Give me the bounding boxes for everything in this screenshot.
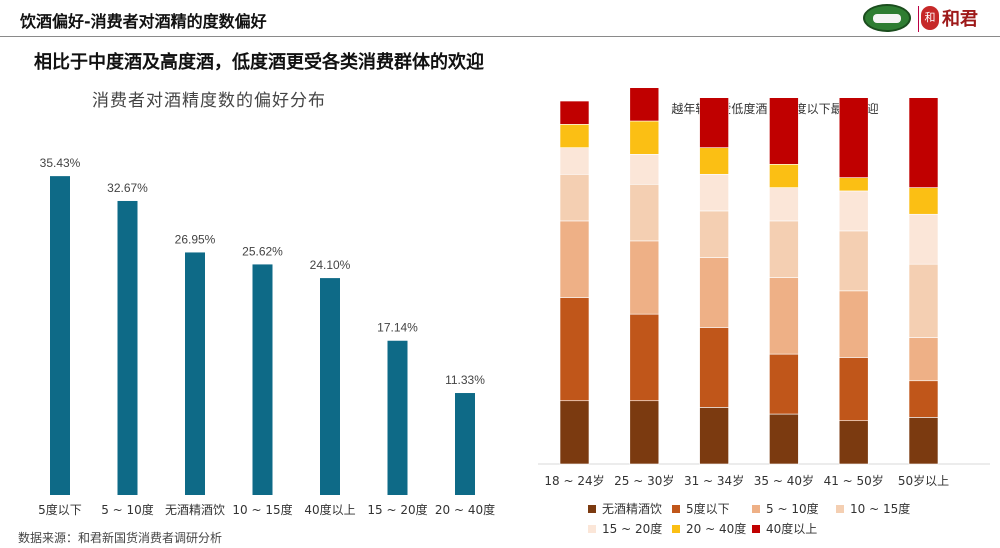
stack-segment	[838, 420, 869, 465]
bar-value-label: 26.95%	[175, 232, 216, 246]
stack-segment	[769, 187, 799, 222]
stack-segment	[769, 97, 799, 165]
bar-6	[387, 340, 408, 495]
x-tick-label: 50岁以上	[898, 473, 949, 488]
legend-swatch	[672, 505, 680, 513]
hejun-logo-text: 和君	[942, 9, 978, 30]
bar-value-label: 17.14%	[377, 321, 418, 335]
page-subtitle: 相比于中度酒及高度酒，低度酒更受各类消费群体的欢迎	[34, 52, 484, 73]
stack-segment	[629, 313, 660, 402]
stack-segment	[908, 337, 939, 382]
stack-segment	[838, 177, 869, 192]
legend-label: 40度以上	[766, 521, 817, 536]
stack-segment	[769, 277, 799, 355]
stack-segment	[908, 417, 939, 465]
x-tick-label: 18 ~ 24岁	[544, 473, 604, 488]
x-tick-label: 25 ~ 30岁	[614, 473, 674, 488]
legend-label: 5 ~ 10度	[766, 501, 819, 516]
bar-7	[455, 393, 475, 495]
stack-segment	[559, 147, 590, 175]
legend-label: 20 ~ 40度	[686, 521, 746, 536]
header-title: 饮酒偏好-消费者对酒精的度数偏好	[20, 12, 267, 31]
stack-segment	[838, 357, 869, 422]
stack-segment	[908, 187, 939, 215]
bar-value-label: 25.62%	[242, 244, 283, 258]
stack-segment	[699, 97, 729, 148]
hejun-seal-icon: 和	[921, 6, 939, 30]
legend-swatch	[752, 525, 760, 533]
stack-segment	[838, 97, 869, 178]
stack-segment	[838, 290, 869, 358]
x-tick-label: 15 ~ 20度	[367, 502, 427, 517]
legend-swatch	[752, 505, 760, 513]
stack-segment	[629, 87, 660, 122]
bar-4	[252, 264, 273, 495]
stack-segment	[908, 263, 939, 338]
x-tick-label: 20 ~ 40度	[435, 502, 495, 517]
bar-5	[320, 278, 340, 495]
stack-segment	[629, 154, 660, 185]
stack-segment	[559, 400, 590, 465]
stack-segment	[838, 230, 869, 292]
x-tick-label: 31 ~ 34岁	[684, 473, 744, 488]
stack-segment	[908, 97, 939, 188]
stack-segment	[908, 380, 939, 418]
stack-segment	[769, 164, 799, 188]
bar-1	[50, 176, 70, 495]
x-tick-label: 5 ~ 10度	[101, 502, 154, 517]
x-tick-label: 10 ~ 15度	[232, 502, 292, 517]
x-tick-label: 35 ~ 40岁	[754, 473, 814, 488]
legend-swatch	[588, 505, 596, 513]
bar-value-label: 24.10%	[310, 258, 351, 272]
bar-3	[185, 252, 205, 495]
x-tick-label: 5度以下	[38, 502, 82, 517]
brand-logo-icon	[863, 4, 911, 32]
stack-segment	[838, 190, 869, 232]
x-tick-label: 无酒精酒饮	[165, 503, 225, 517]
logo-divider	[918, 6, 919, 32]
legend-label: 15 ~ 20度	[602, 521, 662, 536]
stack-segment	[559, 297, 590, 402]
x-tick-label: 40度以上	[304, 502, 355, 517]
stack-segment	[699, 407, 729, 465]
stack-segment	[629, 120, 660, 155]
stack-segment	[699, 147, 729, 175]
x-tick-label: 41 ~ 50岁	[824, 473, 884, 488]
bar-value-label: 11.33%	[445, 373, 485, 387]
bar-2	[117, 200, 138, 495]
stack-segment	[699, 327, 729, 408]
legend-label: 无酒精酒饮	[602, 502, 662, 516]
stack-segment	[559, 173, 590, 222]
data-source: 数据来源：和君新国货消费者调研分析	[18, 531, 223, 545]
legend-swatch	[836, 505, 844, 513]
header-divider	[0, 36, 1000, 37]
left-chart-title: 消费者对酒精度数的偏好分布	[92, 91, 326, 111]
stack-segment	[629, 240, 660, 315]
bar-value-label: 35.43%	[40, 156, 81, 170]
stack-segment	[699, 173, 729, 212]
stack-segment	[699, 210, 729, 258]
stack-segment	[699, 257, 729, 328]
stack-segment	[769, 220, 799, 278]
legend-label: 5度以下	[686, 501, 730, 516]
legend-label: 10 ~ 15度	[850, 501, 910, 516]
legend-swatch	[672, 525, 680, 533]
stack-segment	[769, 413, 799, 465]
stack-segment	[629, 400, 660, 465]
bar-value-label: 32.67%	[107, 181, 148, 195]
legend-swatch	[588, 525, 596, 533]
stack-segment	[629, 183, 660, 242]
stack-segment	[559, 124, 590, 148]
header: 饮酒偏好-消费者对酒精的度数偏好 和 和君	[0, 0, 1000, 36]
stack-segment	[908, 213, 939, 265]
stack-segment	[769, 353, 799, 415]
stack-segment	[559, 100, 590, 125]
stack-segment	[559, 220, 590, 298]
